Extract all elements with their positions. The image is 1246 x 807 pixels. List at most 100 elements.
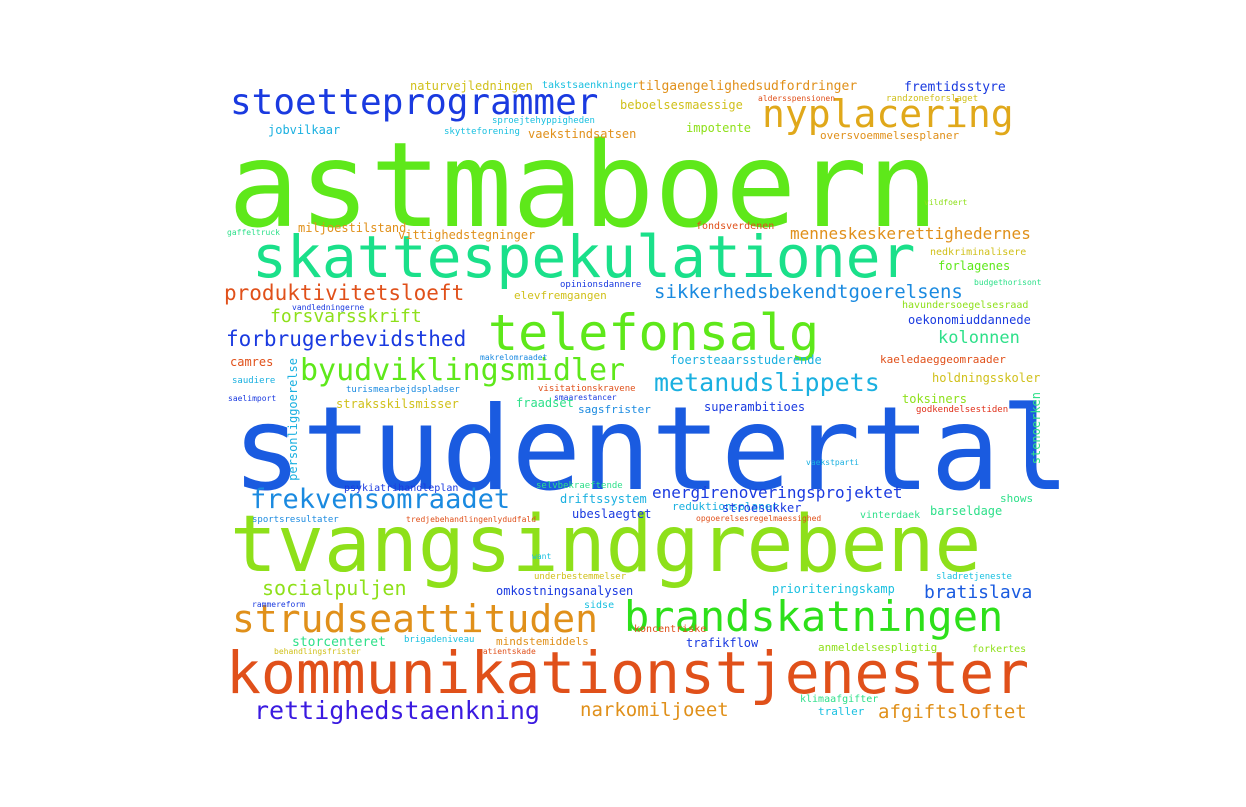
word: forlagenes [938, 259, 1011, 273]
word: studentertal [232, 382, 1071, 517]
word: vittighedstegninger [398, 228, 536, 242]
word: mindstemiddels [496, 635, 589, 648]
word: prioriteringskamp [772, 582, 895, 596]
word: bratislava [924, 582, 1033, 603]
word: saudiere [232, 376, 276, 386]
word: sproejtehyppigheden [492, 116, 595, 126]
word: godkendelsestiden [916, 405, 1009, 415]
word: smaarestancer [554, 393, 617, 402]
word: randzoneforslaget [886, 94, 979, 104]
word: takstsaenkninger [542, 80, 639, 91]
word: stoetteprogrammer [230, 82, 599, 123]
word: brandskatningen [624, 592, 1004, 641]
word: frekvensomraadet [250, 484, 511, 515]
word: visitationskravene [538, 384, 636, 394]
word: driftssystem [560, 492, 647, 506]
word: miljoestilstand [298, 221, 407, 235]
word: vaekstparti [806, 458, 859, 467]
word: holdningsskoler [932, 371, 1041, 385]
word: reduktionsplaner [672, 500, 778, 513]
word: klimaafgifter [800, 694, 879, 705]
word: tredjebehandlingenlydudfald [406, 515, 537, 524]
word: menneskeskerettighedernes [790, 224, 1031, 243]
word: oversvoemmelsesplaner [820, 129, 960, 142]
word: forbrugerbevidsthed [226, 327, 467, 351]
word: shows [1000, 492, 1034, 505]
word: havundersoegelsesraad [902, 300, 1029, 311]
word: naturvejledningen [410, 79, 533, 93]
word: sidse [584, 600, 615, 611]
word: makrelomraadet [480, 353, 548, 362]
word: astmaboern [228, 116, 939, 254]
word: gaffeltruck [227, 228, 280, 237]
word: fondsverdenen [696, 221, 775, 232]
word: superambitioes [704, 400, 806, 414]
word: fraadset [516, 396, 574, 410]
word: jobvilkaar [268, 123, 341, 137]
word: afgiftsloftet [878, 701, 1027, 723]
word: tvangsindgrebene [230, 500, 982, 590]
word: trafikflow [686, 636, 759, 650]
word: toksiners [902, 392, 968, 406]
word: fremtidsstyre [904, 80, 1006, 95]
word: impotente [686, 121, 752, 135]
word: storcenteret [292, 635, 386, 650]
word: vandledningerne [292, 303, 365, 312]
word: stroesukker [722, 501, 802, 515]
word: produktivitetsloeft [224, 281, 465, 305]
word: want [532, 552, 552, 561]
word: turismearbejdspladser [346, 385, 460, 395]
word: behandlingsfrister [274, 647, 361, 656]
word: energirenoveringsprojektet [652, 483, 903, 502]
word: anmeldelsespligtig [818, 641, 938, 654]
word: koncentriske [634, 624, 707, 635]
word: opgoerelsesregelmaessighed [696, 514, 822, 523]
word: straksskilsmisser [336, 397, 459, 411]
word: selvbekraeftende [536, 481, 623, 491]
word: psykiatrihandleplan [344, 483, 459, 494]
word: metanudslippets [654, 368, 880, 397]
word: sikkerhedsbekendtgoerelsens [654, 281, 963, 303]
word: skattespekulationer [252, 223, 916, 291]
word: elevfremgangen [514, 289, 607, 302]
word: narkomiljoeet [580, 699, 729, 721]
word: foersteaarsstuderende [670, 353, 822, 367]
word: stenoerken [1029, 392, 1043, 465]
word: sladretjeneste [936, 572, 1012, 582]
word: opinionsdannere [560, 280, 642, 290]
word: forkertes [972, 644, 1027, 655]
word: forsvarsskrift [270, 306, 422, 327]
word: rammereform [252, 600, 305, 609]
word: kaeledaeggeomraader [880, 353, 1006, 366]
word: traller [818, 705, 865, 718]
word: oekonomiuddannede [908, 313, 1031, 327]
word: aldersspensionen [758, 94, 836, 103]
word: telefonsalg [488, 304, 820, 362]
word: ubeslaegtet [572, 507, 652, 521]
word: rettighedstaenkning [254, 696, 540, 725]
word: tilgaengelighedsudfordringer [638, 79, 858, 94]
word: kommunikationstjenester [226, 639, 1030, 707]
word: vaekstindsatsen [528, 127, 637, 141]
word: kolonnen [938, 328, 1020, 348]
word: camres [230, 355, 274, 369]
word: vildfoert [924, 198, 968, 207]
word: skytteforening [444, 127, 520, 137]
word: omkostningsanalysen [496, 584, 634, 598]
word: nyplacering [762, 92, 1014, 136]
word: vinterdaek [860, 510, 921, 521]
word: barseldage [930, 504, 1003, 518]
word: saelimport [228, 394, 277, 403]
word: byudviklingsmidler [300, 353, 626, 388]
word: sagsfrister [578, 403, 651, 416]
word: personliggoerelse [286, 358, 300, 481]
word: nedkriminalisere [930, 247, 1027, 258]
word: patientskade [478, 647, 536, 656]
word: beboelsesmaessige [620, 98, 743, 112]
word: budgethorisont [974, 278, 1042, 287]
word: socialpuljen [262, 576, 407, 600]
word: sportsresultater [252, 515, 339, 525]
word: underbestemmelser [534, 572, 627, 582]
word: strudseattituden [232, 597, 599, 641]
